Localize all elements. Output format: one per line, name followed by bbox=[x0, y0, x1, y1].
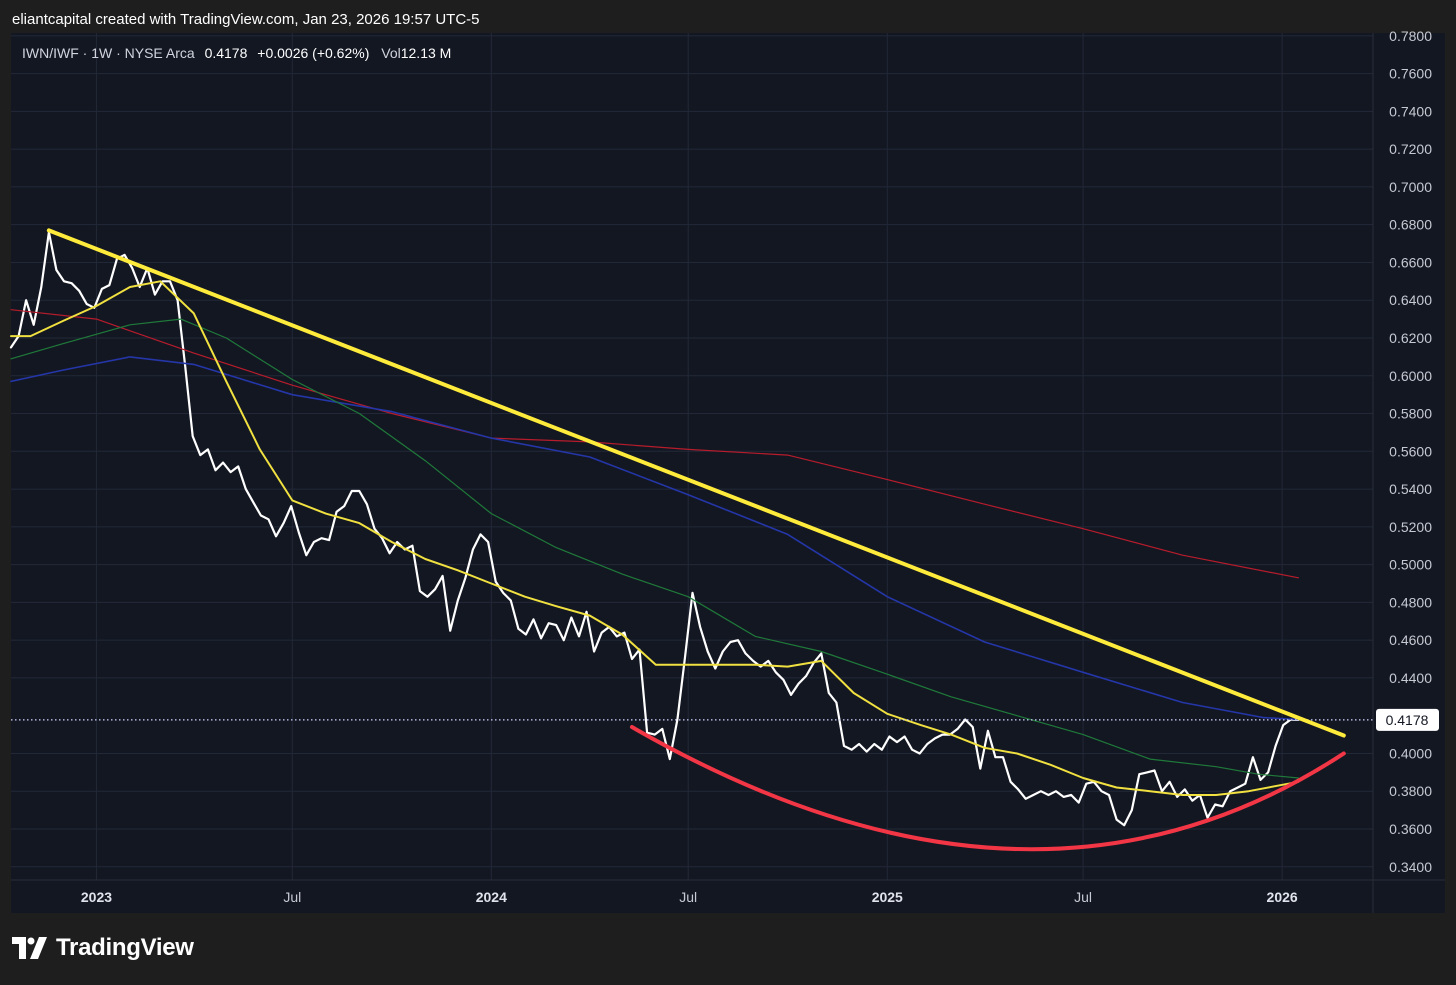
y-tick-label: 0.3400 bbox=[1389, 859, 1432, 875]
y-tick-label: 0.5600 bbox=[1389, 443, 1432, 459]
symbol-label: IWN/IWF · 1W · NYSE Arca bbox=[22, 45, 195, 61]
annotation-downtrend-line bbox=[46, 228, 1346, 738]
footer-brand[interactable]: TradingView bbox=[12, 934, 194, 962]
volume-value: 12.13 M bbox=[400, 45, 452, 61]
series-line-ema_fast bbox=[10, 280, 1300, 796]
axis-labels: 0.7800 0.7600 0.7400 0.7200 0.7000 0.6800 0.66… bbox=[81, 28, 1439, 905]
last-price-tag bbox=[1376, 708, 1439, 731]
x-tick-label: Jul bbox=[283, 889, 301, 905]
series bbox=[9, 231, 1300, 827]
y-tick-label: 0.4800 bbox=[1389, 594, 1432, 610]
x-tick-label: 2024 bbox=[476, 889, 507, 905]
y-tick-label: 0.7600 bbox=[1389, 66, 1432, 82]
y-tick-label: 0.6200 bbox=[1389, 330, 1432, 346]
series-line-ma_red bbox=[10, 309, 1299, 579]
axes bbox=[11, 33, 1445, 913]
grid bbox=[11, 33, 1373, 880]
created-caption: eliantcapital created with TradingView.c… bbox=[12, 11, 480, 28]
series-line-ma_green bbox=[10, 318, 1299, 779]
y-tick-label: 0.4600 bbox=[1389, 632, 1432, 648]
annotations bbox=[11, 228, 1373, 852]
symbol-legend[interactable]: IWN/IWF · 1W · NYSE Arca 0.4178 +0.0026 … bbox=[22, 45, 451, 61]
x-tick-label: Jul bbox=[1074, 889, 1092, 905]
tradingview-logo-icon bbox=[12, 937, 47, 959]
y-tick-label: 0.6800 bbox=[1389, 217, 1432, 233]
y-tick-label: 0.3600 bbox=[1389, 821, 1432, 837]
x-tick-label: 2026 bbox=[1267, 889, 1298, 905]
y-tick-label: 0.6600 bbox=[1389, 254, 1432, 270]
x-tick-label: Jul bbox=[679, 889, 697, 905]
series-line-price bbox=[9, 231, 1300, 827]
y-tick-label: 0.7000 bbox=[1389, 179, 1432, 195]
y-tick-label: 0.5800 bbox=[1389, 406, 1432, 422]
y-tick-label: 0.7800 bbox=[1389, 28, 1432, 44]
annotation-saucer-arc bbox=[629, 725, 1346, 852]
y-tick-label: 0.5400 bbox=[1389, 481, 1432, 497]
y-tick-label: 0.3800 bbox=[1389, 783, 1432, 799]
tradingview-wordmark: TradingView bbox=[56, 934, 194, 961]
last-price-tag-label: 0.4178 bbox=[1386, 712, 1429, 728]
y-tick-label: 0.6000 bbox=[1389, 368, 1432, 384]
y-tick-label: 0.7400 bbox=[1389, 103, 1432, 119]
x-tick-label: 2023 bbox=[81, 889, 112, 905]
volume-label: Vol bbox=[381, 45, 401, 61]
change-value: +0.0026 (+0.62%) bbox=[257, 45, 370, 61]
y-tick-label: 0.4000 bbox=[1389, 745, 1432, 761]
y-tick-label: 0.5200 bbox=[1389, 519, 1432, 535]
y-tick-label: 0.7200 bbox=[1389, 141, 1432, 157]
y-tick-label: 0.6400 bbox=[1389, 292, 1432, 308]
chart-panel[interactable] bbox=[11, 33, 1445, 913]
y-tick-label: 0.4400 bbox=[1389, 670, 1432, 686]
series-line-ma_blue bbox=[10, 356, 1300, 721]
y-tick-label: 0.5000 bbox=[1389, 557, 1432, 573]
last-value: 0.4178 bbox=[204, 45, 248, 61]
x-tick-label: 2025 bbox=[872, 889, 903, 905]
